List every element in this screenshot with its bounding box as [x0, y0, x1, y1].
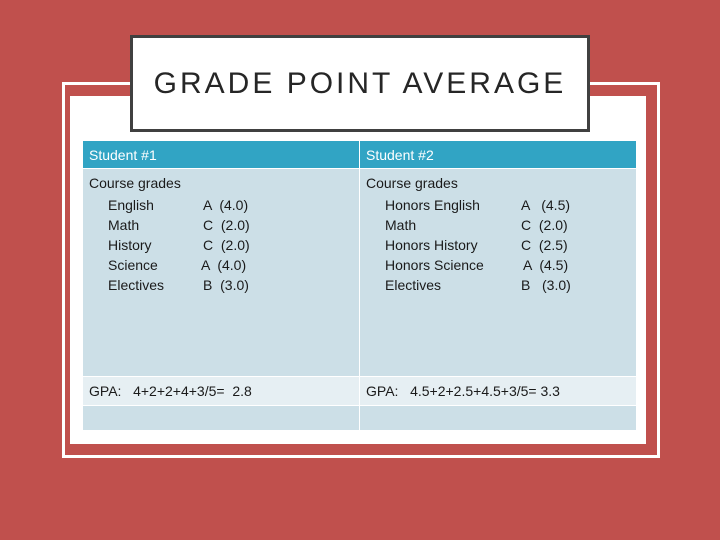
course-row: English A (4.0) — [89, 195, 359, 215]
section-label: Course grades — [366, 175, 458, 191]
title-box: GRADE POINT AVERAGE — [130, 35, 590, 132]
course-row: History C (2.0) — [89, 235, 359, 255]
course-grade: A (4.0) — [203, 197, 249, 213]
course-name: Electives — [108, 277, 165, 293]
table-header-row: Student #1 Student #2 — [82, 140, 637, 169]
section-label: Course grades — [89, 175, 181, 191]
course-row: Electives B (3.0) — [366, 275, 636, 295]
course-grade: A (4.5) — [521, 197, 571, 213]
gpa-row: GPA: 4+2+2+4+3/5= 2.8 GPA: 4.5+2+2.5+4.5… — [82, 376, 637, 406]
course-name: English — [108, 197, 154, 213]
course-row: Honors English A (4.5) — [366, 195, 636, 215]
course-name: Math — [385, 217, 417, 233]
course-row: Science A (4.0) — [89, 255, 359, 275]
course-row: Math C (2.0) — [89, 215, 359, 235]
course-grade: C (2.0) — [521, 217, 568, 233]
course-grade: C (2.0) — [203, 237, 250, 253]
course-name: Honors English — [385, 197, 480, 213]
course-name: Science — [108, 257, 158, 273]
course-name: Honors History — [385, 237, 478, 253]
empty-row — [82, 405, 637, 431]
course-name: Honors Science — [385, 257, 484, 273]
course-grade: C (2.5) — [521, 237, 568, 253]
course-grade: A (4.0) — [201, 257, 247, 273]
course-grade: B (3.0) — [203, 277, 249, 293]
gpa-student-1: GPA: 4+2+2+4+3/5= 2.8 — [89, 383, 252, 399]
empty-cell — [359, 405, 637, 431]
page-title: GRADE POINT AVERAGE — [153, 66, 567, 100]
course-name: History — [108, 237, 152, 253]
course-row: Honors Science A (4.5) — [366, 255, 636, 275]
gpa-student-2: GPA: 4.5+2+2.5+4.5+3/5= 3.3 — [366, 383, 560, 399]
grade-table: Student #1 Student #2 Course grades Engl… — [82, 140, 637, 431]
course-grade: C (2.0) — [203, 217, 250, 233]
course-row: Honors History C (2.5) — [366, 235, 636, 255]
student-1-courses-cell: Course grades English A (4.0) Math C (2.… — [82, 168, 360, 377]
course-grade: B (3.0) — [521, 277, 571, 293]
column-header-student-2: Student #2 — [359, 140, 637, 169]
column-header-student-1: Student #1 — [82, 140, 360, 169]
course-name: Math — [108, 217, 140, 233]
course-row: Electives B (3.0) — [89, 275, 359, 295]
course-name: Electives — [385, 277, 442, 293]
course-row: Math C (2.0) — [366, 215, 636, 235]
empty-cell — [82, 405, 360, 431]
course-grades-row: Course grades English A (4.0) Math C (2.… — [82, 168, 637, 377]
course-grade: A (4.5) — [523, 257, 569, 273]
student-2-courses-cell: Course grades Honors English A (4.5) Mat… — [359, 168, 637, 377]
